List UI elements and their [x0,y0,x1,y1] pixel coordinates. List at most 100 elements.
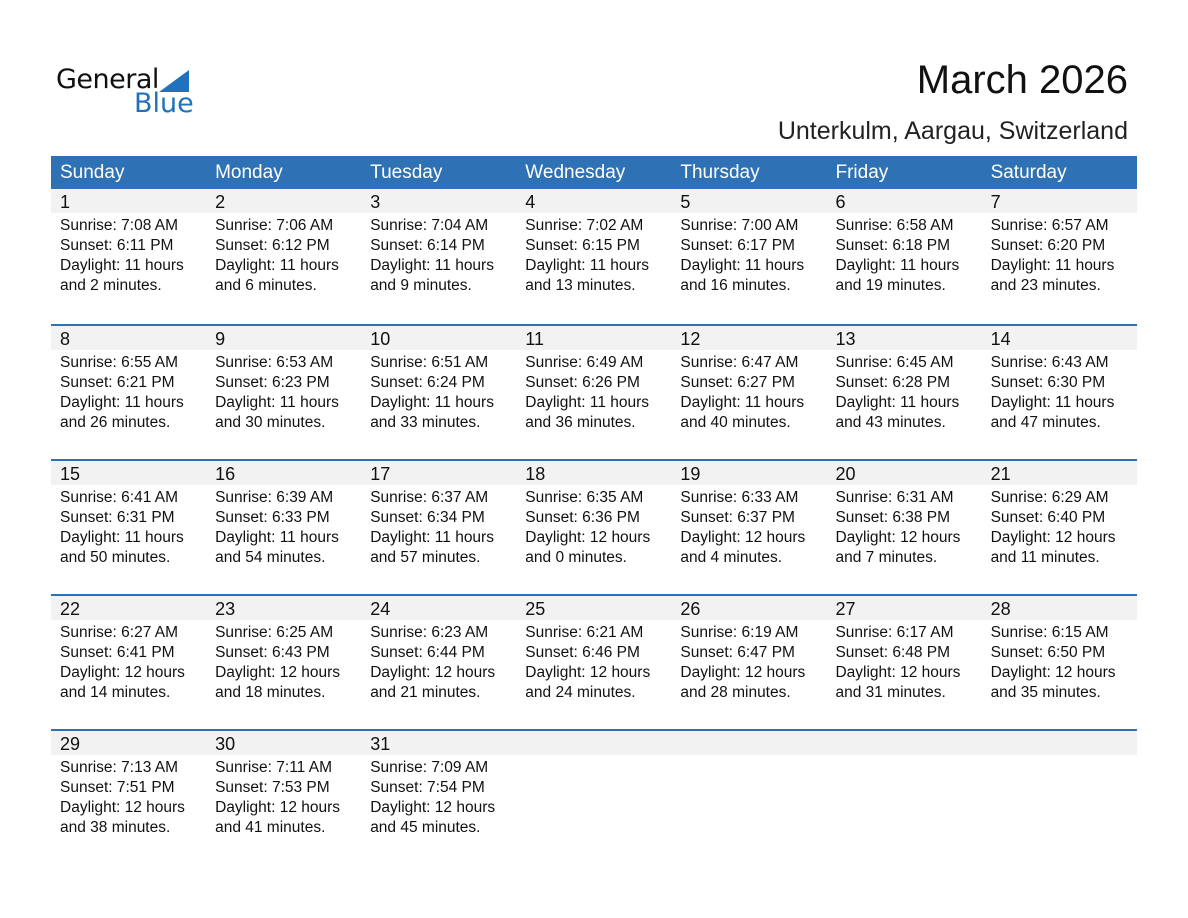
day-number [516,731,671,755]
sunset-text: Sunset: 6:20 PM [990,237,1106,254]
day-number: 19 [680,464,701,484]
day-number: 11 [525,329,544,349]
day-cell: Sunrise: 6:51 AM Sunset: 6:24 PM Daylight:… [361,350,516,433]
daylight-text: Daylight: 11 hours [990,394,1115,411]
daylight-text: Daylight: 12 hours [680,529,806,546]
sunset-text: Sunset: 6:50 PM [990,644,1106,661]
day-cell: Sunrise: 6:45 AM Sunset: 6:28 PM Daylight:… [826,350,981,433]
sunrise-text: Sunrise: 6:27 AM [60,624,179,641]
day-cell: Sunrise: 6:15 AM Sunset: 6:50 PM Daylight:… [982,620,1137,703]
sunset-text: Sunset: 6:11 PM [60,237,174,254]
day-number: 8 [60,329,71,349]
info-row: Sunrise: 6:27 AM Sunset: 6:41 PM Daylight:… [51,620,1137,703]
day-cell: Sunrise: 6:37 AM Sunset: 6:34 PM Daylight:… [361,485,516,568]
daylight-text: Daylight: 11 hours [215,529,339,546]
week-row: 29 30 31 Sunrise: 7:13 AM Sunset: 7:51 PM Day… [51,729,1137,864]
minutes-text: and 18 minutes. [215,684,326,701]
date-row: 8 9 10 11 12 13 14 [51,326,1137,350]
day-cell: Sunrise: 6:31 AM Sunset: 6:38 PM Daylight:… [826,485,981,568]
day-cell: Sunrise: 6:27 AM Sunset: 6:41 PM Daylight:… [51,620,206,703]
minutes-text: and 57 minutes. [370,549,481,566]
day-cell: Sunrise: 6:57 AM Sunset: 6:20 PM Daylight:… [982,213,1137,296]
sunrise-text: Sunrise: 6:49 AM [525,354,644,371]
daylight-text: Daylight: 12 hours [370,799,496,816]
info-row: Sunrise: 7:13 AM Sunset: 7:51 PM Daylight:… [51,755,1137,838]
minutes-text: and 4 minutes. [680,549,783,566]
sunrise-text: Sunrise: 6:23 AM [370,624,489,641]
day-number: 17 [370,464,391,484]
day-cell: Sunrise: 7:06 AM Sunset: 6:12 PM Daylight:… [206,213,361,296]
sunrise-text: Sunrise: 6:57 AM [990,217,1109,234]
sunset-text: Sunset: 6:37 PM [680,509,795,526]
sunrise-text: Sunrise: 7:09 AM [370,759,489,776]
sunset-text: Sunset: 6:31 PM [60,509,175,526]
sunrise-text: Sunrise: 6:19 AM [680,624,799,641]
minutes-text: and 21 minutes. [370,684,481,701]
sunset-text: Sunset: 6:48 PM [835,644,951,661]
logo-word-general: General [56,64,159,95]
sunrise-text: Sunrise: 6:21 AM [525,624,644,641]
day-number: 18 [525,464,546,484]
day-number: 15 [60,464,81,484]
day-cell [826,755,981,838]
daylight-text: Daylight: 11 hours [370,394,494,411]
sunset-text: Sunset: 6:36 PM [525,509,640,526]
day-cell: Sunrise: 6:39 AM Sunset: 6:33 PM Daylight:… [206,485,361,568]
sunset-text: Sunset: 6:26 PM [525,374,640,391]
day-cell: Sunrise: 6:33 AM Sunset: 6:37 PM Daylight:… [671,485,826,568]
sunset-text: Sunset: 6:12 PM [215,237,330,254]
week-row: 1 2 3 4 5 6 7 Sunrise: 7:08 AM Sunset: 6:11 PM Da… [51,189,1137,324]
minutes-text: and 2 minutes. [60,277,162,294]
calendar: Sunday Monday Tuesday Wednesday Thursday Frid… [51,156,1137,864]
sunset-text: Sunset: 6:17 PM [680,237,795,254]
weekday-monday: Monday [215,162,283,183]
daylight-text: Daylight: 12 hours [215,664,341,681]
sunset-text: Sunset: 6:14 PM [370,237,485,254]
day-number: 7 [990,192,1001,212]
daylight-text: Daylight: 11 hours [370,257,494,274]
day-number: 9 [215,329,226,349]
sunrise-text: Sunrise: 6:53 AM [215,354,334,371]
sunset-text: Sunset: 6:24 PM [370,374,485,391]
sunset-text: Sunset: 6:47 PM [680,644,795,661]
minutes-text: and 28 minutes. [680,684,791,701]
day-number: 16 [215,464,236,484]
minutes-text: and 16 minutes. [680,277,791,294]
info-row: Sunrise: 7:08 AM Sunset: 6:11 PM Daylight:… [51,213,1137,296]
day-cell: Sunrise: 6:47 AM Sunset: 6:27 PM Daylight:… [671,350,826,433]
day-cell: Sunrise: 7:04 AM Sunset: 6:14 PM Daylight:… [361,213,516,296]
minutes-text: and 41 minutes. [215,819,326,836]
day-cell: Sunrise: 7:02 AM Sunset: 6:15 PM Daylight:… [516,213,671,296]
sunset-text: Sunset: 6:38 PM [835,509,951,526]
day-number [826,731,981,755]
weekday-thursday: Thursday [680,162,760,183]
logo-triangle-icon [159,70,189,92]
weekday-sunday: Sunday [60,162,125,183]
sunset-text: Sunset: 6:41 PM [60,644,175,661]
sunset-text: Sunset: 6:40 PM [990,509,1106,526]
minutes-text: and 6 minutes. [215,277,317,294]
day-number [982,731,1137,755]
sunrise-text: Sunrise: 6:31 AM [835,489,954,506]
day-number: 12 [680,329,701,349]
minutes-text: and 31 minutes. [835,684,946,701]
day-cell: Sunrise: 6:53 AM Sunset: 6:23 PM Daylight:… [206,350,361,433]
sunset-text: Sunset: 7:53 PM [215,779,330,796]
sunset-text: Sunset: 6:28 PM [835,374,951,391]
daylight-text: Daylight: 11 hours [835,394,960,411]
minutes-text: and 50 minutes. [60,549,171,566]
daylight-text: Daylight: 12 hours [680,664,806,681]
sunrise-text: Sunrise: 7:06 AM [215,217,334,234]
minutes-text: and 9 minutes. [370,277,472,294]
sunset-text: Sunset: 7:54 PM [370,779,485,796]
minutes-text: and 35 minutes. [990,684,1101,701]
logo-word-blue: Blue [134,88,194,119]
daylight-text: Daylight: 11 hours [60,529,184,546]
minutes-text: and 0 minutes. [525,549,627,566]
day-number: 25 [525,599,546,619]
day-cell: Sunrise: 7:13 AM Sunset: 7:51 PM Daylight:… [51,755,206,838]
day-cell: Sunrise: 6:55 AM Sunset: 6:21 PM Daylight:… [51,350,206,433]
day-number: 3 [370,192,381,212]
minutes-text: and 30 minutes. [215,414,326,431]
day-number: 14 [990,329,1011,349]
